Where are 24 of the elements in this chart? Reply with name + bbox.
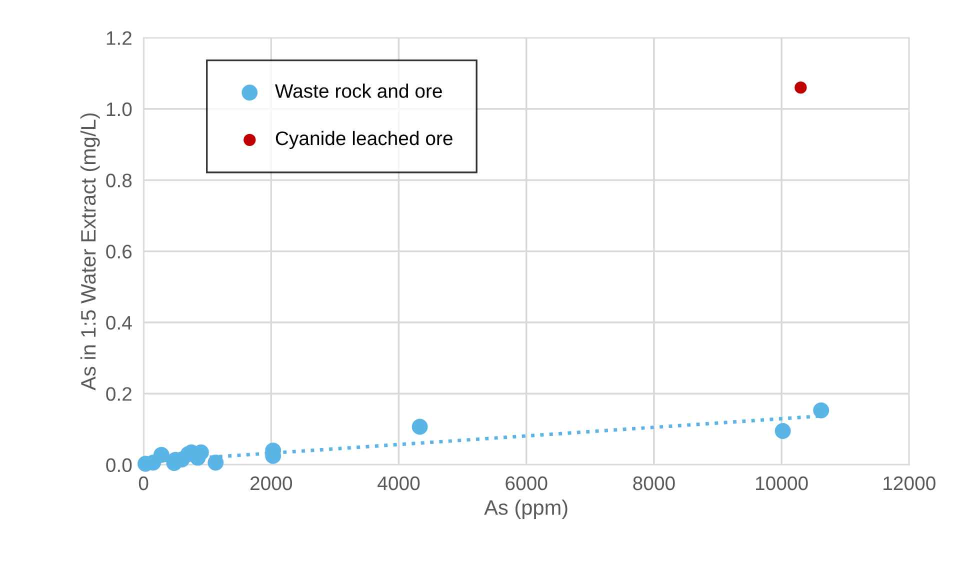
- x-tick-label: 6000: [506, 476, 548, 490]
- x-tick-label: 8000: [633, 476, 675, 490]
- y-tick-label: 0.2: [106, 387, 132, 401]
- x-tick-label: 2000: [250, 476, 292, 490]
- y-tick-label: 0.0: [106, 458, 132, 472]
- point: [208, 454, 224, 471]
- y-tick-label: 0.8: [106, 174, 132, 188]
- x-tick-label: 4000: [378, 476, 420, 490]
- y-tick-label: 1.0: [106, 102, 132, 116]
- x-tick-label: 12000: [884, 476, 936, 490]
- y-tick-label: 0.6: [106, 244, 132, 259]
- y-tick-label: 1.2: [106, 31, 132, 45]
- point: [794, 82, 807, 94]
- legend-label: Cyanide leached ore: [276, 130, 452, 150]
- y-axis-title: As in 1:5 Water Extract (mg/L): [80, 113, 100, 390]
- point: [774, 423, 791, 439]
- legend-label: Waste rock and ore: [275, 84, 442, 98]
- point: [153, 446, 170, 463]
- point: [412, 418, 428, 435]
- point: [813, 402, 830, 418]
- y-tick-label: 0.4: [106, 316, 132, 330]
- x-tick-label: 10000: [756, 476, 808, 490]
- x-axis-title: As (ppm): [484, 500, 568, 520]
- x-tick-label: 0: [138, 476, 148, 490]
